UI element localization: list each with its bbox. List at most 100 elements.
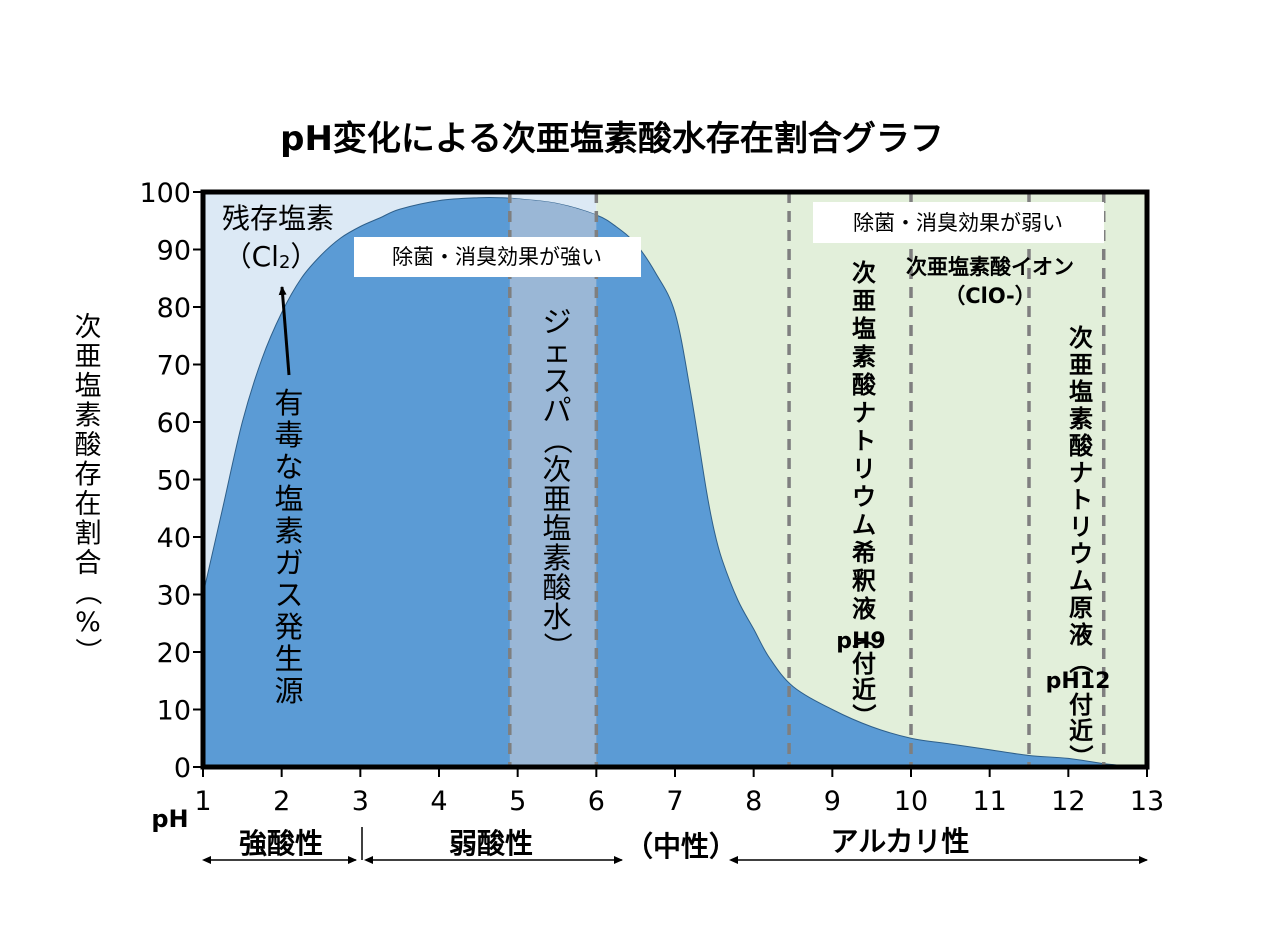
strong-acid-label: 強酸性	[239, 827, 323, 860]
stock-solution-char: ナ	[1069, 459, 1093, 487]
toxic-gas-char: 毒	[274, 418, 303, 452]
diluted-solution-char: ト	[852, 427, 876, 455]
x-tick-label: 10	[894, 786, 928, 817]
jespa-char: 酸	[542, 571, 571, 605]
y-axis: 0 10 20 30 40 50 60 70 80 90 100	[139, 178, 203, 784]
weak-acid-label: 弱酸性	[449, 827, 533, 860]
diluted-solution-char: 次	[852, 259, 876, 287]
y-tick-label: 30	[157, 581, 191, 612]
x-tick-label: 12	[1051, 786, 1085, 817]
y-axis-label-char: 次	[75, 312, 102, 343]
toxic-gas-char: ス	[274, 578, 303, 612]
toxic-gas-char: 生	[274, 642, 303, 676]
toxic-gas-char: 発	[274, 610, 303, 644]
stock-solution-char: （	[1067, 650, 1095, 674]
x-tick-label: 5	[509, 786, 526, 817]
jespa-char: 次	[542, 453, 571, 487]
stock-solution-char: ウ	[1069, 540, 1093, 568]
y-axis-label-char: 素	[75, 401, 102, 432]
jespa-band	[509, 197, 597, 767]
y-axis-label-char: 在	[75, 489, 102, 520]
jespa-char: ジ	[542, 305, 571, 339]
stock-solution-char: ム	[1069, 567, 1093, 595]
diluted-solution-char: ナ	[852, 399, 876, 427]
chlorine-label: 残存塩素	[222, 202, 334, 235]
dashed-lines	[508, 192, 1106, 767]
y-axis-label-char: 酸	[75, 430, 102, 461]
jespa-char: ス	[542, 364, 571, 398]
hypochlorite-ion-formula: （ClO-）	[944, 284, 1036, 308]
series-area-hypochlorous-acid	[202, 196, 1148, 768]
x-tick-label: 7	[666, 786, 683, 817]
stock-solution-char: リ	[1069, 513, 1093, 541]
y-tick-label: 10	[157, 696, 191, 727]
y-axis-label-char: 亜	[75, 342, 102, 373]
diluted-near-char: 近	[852, 676, 876, 704]
stock-near-char: ）	[1067, 745, 1095, 769]
diluted-solution-char: 塩	[852, 315, 876, 343]
stock-ph-label: pH12	[1046, 669, 1111, 694]
stock-solution-char: 次	[1069, 324, 1093, 352]
diluted-solution-char: 亜	[852, 287, 876, 315]
stock-solution-char: 塩	[1069, 378, 1093, 406]
diluted-solution-char: （	[850, 625, 878, 649]
diluted-solution-char: ム	[852, 511, 876, 539]
chlorine-formula-close: ）	[290, 240, 318, 273]
y-axis-label-char: ）	[72, 638, 103, 665]
y-tick-label: 50	[157, 466, 191, 497]
x-tick-label: 9	[824, 786, 841, 817]
hypochlorite-ion-label: 次亜塩素酸イオン	[906, 255, 1074, 279]
weak-effect-box	[813, 202, 1104, 243]
x-tick-label: 4	[430, 786, 447, 817]
toxic-gas-char: ガ	[274, 546, 303, 580]
y-tick-label: 90	[157, 236, 191, 267]
y-tick-label: 70	[157, 351, 191, 382]
x-axis: 1 2 3 4 5 6 7 8 9 10 11 12 13	[194, 767, 1164, 817]
jespa-char: ）	[540, 632, 574, 661]
diluted-ph-label: pH9	[836, 629, 885, 654]
diluted-solution-char: リ	[852, 455, 876, 483]
strong-effect-box	[354, 237, 641, 277]
weak-effect-label: 除菌・消臭効果が弱い	[853, 211, 1063, 235]
toxic-gas-arrow	[278, 286, 291, 376]
x-tick-label: 6	[588, 786, 605, 817]
diluted-solution-char: 液	[852, 595, 876, 623]
y-axis-label-char: 割	[75, 519, 102, 550]
x-tick-label: 3	[352, 786, 369, 817]
y-axis-label-char: 塩	[75, 371, 102, 402]
jespa-char: 亜	[542, 482, 571, 516]
chlorine-formula: （Cl2）	[224, 240, 319, 273]
y-axis-label-char: （	[72, 579, 103, 606]
toxic-gas-char: 源	[274, 674, 303, 708]
x-tick-label: 11	[972, 786, 1006, 817]
y-tick-label: 20	[157, 638, 191, 669]
stock-near-char: 付	[1069, 691, 1093, 719]
jespa-char: ェ	[542, 335, 571, 369]
diluted-near-char: 付	[852, 650, 876, 678]
y-tick-label: 60	[157, 408, 191, 439]
stock-near-char: 近	[1069, 717, 1093, 745]
diluted-solution-char: 希	[852, 539, 876, 567]
jespa-char: （	[540, 425, 574, 454]
neutral-label: （中性）	[625, 830, 737, 863]
stock-solution-char: 素	[1069, 405, 1093, 433]
stock-solution-char: ト	[1069, 486, 1093, 514]
diluted-solution-char: 酸	[852, 371, 877, 399]
stock-solution-char: 原	[1069, 594, 1093, 622]
toxic-gas-char: 素	[274, 514, 303, 548]
toxic-gas-char: な	[274, 450, 303, 484]
jespa-char: 素	[542, 541, 571, 575]
diluted-solution-char: 素	[852, 343, 876, 371]
chlorine-formula-sub: 2	[279, 252, 290, 273]
y-tick-label: 0	[174, 753, 191, 784]
x-tick-label: 1	[194, 786, 211, 817]
toxic-gas-char: 塩	[274, 482, 303, 516]
x-tick-label: 13	[1130, 786, 1164, 817]
y-tick-label: 80	[157, 293, 191, 324]
toxic-gas-char: 有	[274, 386, 303, 420]
